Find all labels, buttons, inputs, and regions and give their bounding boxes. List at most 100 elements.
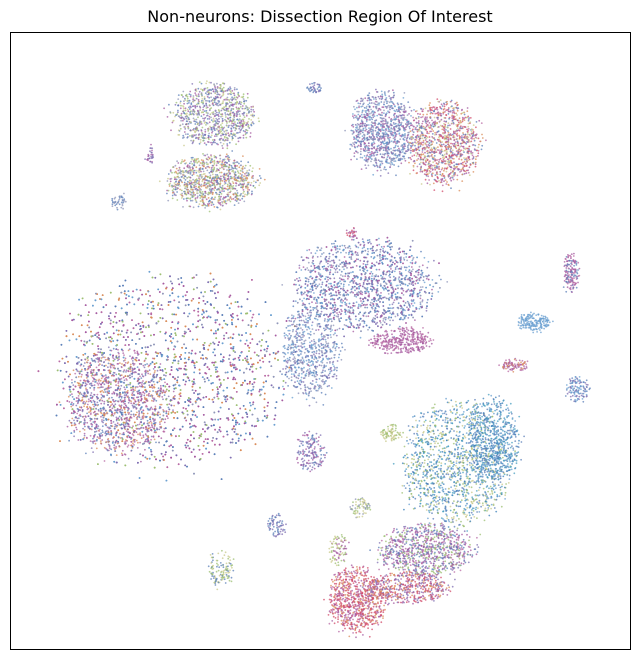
scatter-point	[368, 127, 370, 129]
scatter-point	[443, 180, 445, 183]
scatter-point	[230, 93, 232, 96]
scatter-point	[456, 109, 459, 112]
scatter-point	[363, 113, 366, 116]
scatter-point	[219, 186, 222, 189]
scatter-point	[237, 131, 239, 134]
scatter-point	[198, 81, 201, 83]
scatter-point	[213, 184, 216, 187]
scatter-point	[207, 141, 209, 143]
scatter-point	[212, 177, 214, 180]
scatter-point	[223, 161, 226, 164]
scatter-point	[387, 110, 389, 113]
scatter-point	[183, 100, 185, 103]
scatter-point	[429, 167, 432, 170]
scatter-point	[189, 111, 192, 113]
scatter-point	[400, 117, 403, 119]
scatter-point	[403, 155, 405, 158]
scatter-point	[361, 135, 364, 138]
scatter-point	[166, 180, 169, 182]
scatter-point	[461, 180, 464, 183]
scatter-point	[230, 98, 232, 100]
scatter-point	[210, 155, 213, 158]
scatter-point	[419, 141, 422, 144]
scatter-point	[381, 162, 384, 165]
scatter-point	[371, 122, 374, 125]
scatter-point	[451, 162, 453, 165]
scatter-point	[228, 180, 230, 183]
scatter-point	[397, 107, 400, 109]
scatter-point	[199, 166, 202, 169]
scatter-point	[379, 153, 382, 156]
scatter-point	[409, 130, 412, 133]
scatter-point	[429, 102, 431, 104]
scatter-point	[246, 177, 249, 180]
scatter-point	[355, 141, 358, 144]
scatter-point	[198, 124, 201, 127]
scatter-point	[355, 150, 358, 153]
scatter-point	[219, 87, 222, 89]
scatter-point	[224, 105, 227, 108]
scatter-point	[428, 163, 431, 165]
scatter-point	[250, 124, 253, 127]
scatter-point	[195, 94, 197, 96]
scatter-point	[398, 124, 401, 127]
scatter-point	[228, 185, 231, 188]
scatter-point	[370, 147, 373, 150]
scatter-point	[382, 129, 385, 132]
scatter-point	[406, 136, 409, 139]
scatter-point	[246, 131, 248, 134]
scatter-point	[409, 172, 411, 175]
scatter-point	[234, 126, 237, 129]
scatter-point	[384, 131, 387, 133]
scatter-point	[373, 137, 376, 140]
scatter-point	[217, 104, 220, 107]
scatter-point	[432, 182, 435, 185]
scatter-point	[431, 123, 434, 125]
scatter-point	[229, 133, 231, 136]
scatter-point	[437, 167, 440, 170]
scatter-point	[204, 130, 207, 133]
scatter-point	[447, 141, 450, 144]
scatter-point	[376, 145, 379, 148]
scatter-point	[451, 143, 454, 145]
scatter-point	[429, 183, 431, 186]
scatter-point	[182, 206, 184, 208]
scatter-point	[219, 208, 222, 211]
scatter-point	[372, 110, 374, 112]
scatter-point	[227, 188, 229, 191]
scatter-point	[241, 107, 244, 110]
scatter-point	[403, 157, 406, 160]
scatter-point	[202, 184, 205, 187]
scatter-point	[227, 166, 230, 169]
scatter-point	[255, 181, 257, 184]
scatter-point	[195, 187, 198, 190]
scatter-point	[189, 129, 192, 132]
scatter-point	[233, 88, 236, 91]
scatter-point	[401, 114, 404, 116]
scatter-point	[449, 111, 452, 113]
scatter-point	[441, 128, 444, 131]
scatter-point	[432, 164, 434, 167]
scatter-point	[481, 144, 484, 147]
scatter-point	[470, 137, 472, 140]
scatter-point	[439, 140, 442, 143]
scatter-point	[391, 128, 393, 130]
scatter-point	[451, 122, 453, 125]
scatter-point	[196, 161, 199, 164]
scatter-point	[204, 128, 207, 131]
scatter-point	[242, 123, 245, 125]
scatter-point	[424, 139, 427, 141]
scatter-point	[205, 111, 208, 114]
scatter-point	[384, 105, 387, 108]
scatter-point	[436, 173, 439, 176]
scatter-point	[201, 99, 203, 102]
scatter-point	[352, 115, 354, 118]
scatter-point	[221, 184, 224, 187]
scatter-point	[233, 87, 236, 89]
scatter-point	[197, 175, 200, 178]
scatter-point	[221, 144, 224, 147]
scatter-point	[206, 80, 208, 82]
scatter-point	[456, 101, 458, 104]
scatter-point	[422, 125, 425, 128]
scatter-point	[423, 169, 426, 171]
